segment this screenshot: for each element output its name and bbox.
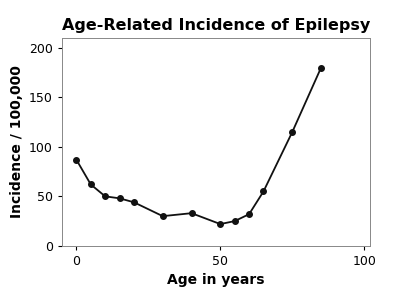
- Text: Medscape®: Medscape®: [12, 9, 86, 19]
- Text: www.medscape.com: www.medscape.com: [168, 9, 283, 19]
- X-axis label: Age in years: Age in years: [167, 274, 265, 288]
- Title: Age-Related Incidence of Epilepsy: Age-Related Incidence of Epilepsy: [62, 18, 370, 32]
- Y-axis label: Incidence / 100,000: Incidence / 100,000: [10, 66, 24, 218]
